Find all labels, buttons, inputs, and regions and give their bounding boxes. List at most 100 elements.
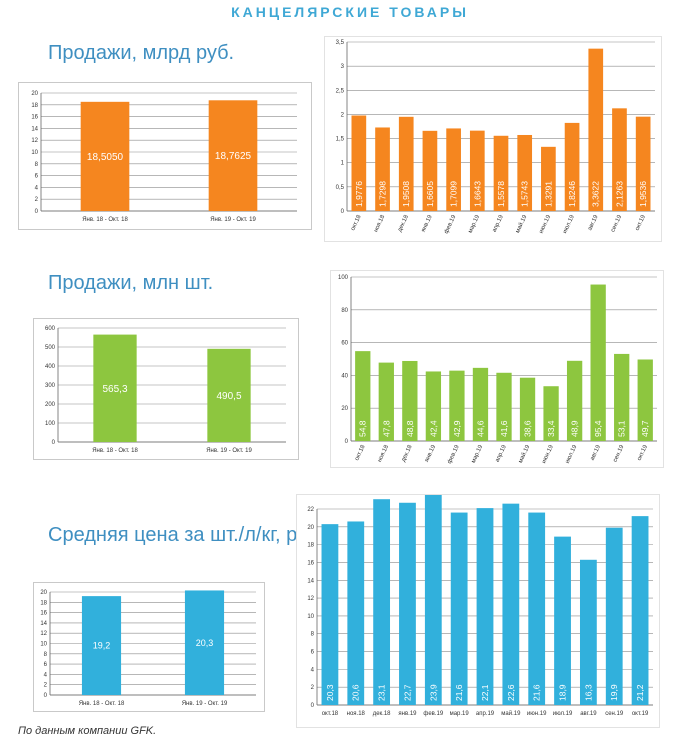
bar [541,146,556,211]
bar [375,127,390,211]
data-label: 20,6 [351,684,361,701]
x-tick-label: окт.18 [350,214,363,232]
bar [635,116,651,211]
data-label: 1,9536 [638,181,648,207]
bar [208,100,258,211]
bar [373,499,391,705]
y-tick-label: 6 [35,174,39,180]
bar [398,116,414,211]
x-tick-label: Янв. 19 - Окт. 19 [210,217,256,223]
y-tick-label: 0,5 [336,185,345,191]
bar [422,130,438,211]
x-tick-label: янв.19 [421,214,434,234]
y-tick-label: 4 [35,185,39,191]
y-tick-label: 6 [311,650,315,656]
data-label: 1,7099 [449,181,459,207]
bar [449,370,465,441]
bar [496,372,512,441]
y-tick-label: 100 [45,421,56,427]
x-tick-label: май.19 [517,443,532,464]
x-tick-label: окт.19 [635,214,648,232]
x-tick-label: Янв. 18 - Окт. 18 [92,448,138,454]
y-tick-label: 0 [35,209,39,215]
data-label: 21,6 [454,684,464,701]
x-tick-label: авг.19 [580,711,597,717]
y-tick-label: 0 [52,440,56,446]
y-tick-label: 14 [307,578,314,584]
y-tick-label: 12 [40,631,47,637]
x-tick-label: ноя.18 [347,711,366,717]
x-tick-label: июл.19 [562,214,576,235]
y-tick-label: 6 [44,662,48,668]
x-tick-label: Янв. 19 - Окт. 19 [206,448,252,454]
data-label: 95,4 [593,420,603,437]
bar [446,128,461,211]
bar [528,512,546,705]
bar [469,130,485,211]
y-tick-label: 8 [35,162,39,168]
data-label: 16,3 [583,684,593,701]
bar [81,596,122,695]
y-tick-label: 0 [345,439,349,445]
y-tick-label: 4 [44,672,48,678]
sales-rub-annual-chart: 0 2 4 6 8 10 12 14 16 18 20 18,5050 Янв. 18 - Окт. 1… [18,82,312,230]
data-label: 54,8 [358,420,368,437]
y-tick-label: 1 [341,161,345,167]
data-label: 1,7298 [378,181,388,207]
bar [612,108,627,211]
data-label: 19,2 [93,641,111,651]
y-tick-label: 16 [40,611,47,617]
data-label: 21,2 [635,684,645,701]
y-tick-label: 16 [31,115,38,121]
data-label: 22,7 [402,684,412,701]
y-tick-label: 40 [341,373,348,379]
y-tick-label: 600 [45,326,56,332]
x-tick-label: янв.19 [398,711,417,717]
data-label: 18,5050 [87,152,124,163]
y-tick-label: 0 [341,209,345,215]
data-label: 1,5578 [496,181,506,207]
x-tick-label: Янв. 18 - Окт. 18 [82,217,128,223]
data-label: 47,8 [381,420,391,437]
x-tick-label: июн.19 [527,711,547,717]
x-tick-label: окт.19 [637,444,650,462]
data-label: 22,1 [480,684,490,701]
y-tick-label: 60 [341,341,348,347]
bar [93,334,137,442]
bar [399,502,416,705]
bar [472,367,489,441]
x-tick-label: окт.19 [632,711,649,717]
bar [543,386,559,441]
bar [321,524,339,705]
data-label: 20,3 [325,684,335,701]
x-tick-label: Янв. 18 - Окт. 18 [79,701,125,707]
data-label: 18,9 [558,684,568,701]
avg-price-annual-chart: 0 2 4 6 8 10 12 14 16 18 20 19,2 Янв. 18 - Окт. 18 20… [33,582,265,712]
y-tick-label: 200 [45,402,56,408]
x-tick-label: сен.19 [605,711,624,717]
y-tick-label: 8 [44,652,48,658]
x-tick-label: ноя.18 [377,444,390,464]
y-tick-label: 3 [341,64,345,70]
x-tick-label: фев.19 [447,444,461,465]
x-tick-label: фев.19 [423,711,443,717]
bar [355,351,371,441]
bar [614,353,630,441]
y-tick-label: 100 [338,275,349,281]
y-tick-label: 0 [44,693,48,699]
y-tick-label: 10 [40,642,47,648]
bar [588,48,604,211]
data-label: 38,6 [523,420,533,437]
data-label: 53,1 [617,420,627,437]
data-label: 20,3 [196,638,214,648]
data-label: 48,8 [405,420,415,437]
sales-units-monthly-chart: 0 20 40 60 80 100 54,8 окт.18 47,8 ноя.18 48,8 дек.… [330,270,664,468]
data-label: 1,6643 [472,181,482,207]
bar [605,527,623,705]
page-title: КАНЦЕЛЯРСКИЕ ТОВАРЫ [231,4,469,20]
y-tick-label: 22 [307,507,314,513]
x-tick-label: дек.18 [373,711,391,717]
x-tick-label: июл.19 [553,711,573,717]
bar [554,536,571,705]
x-tick-label: июн.19 [539,214,553,235]
